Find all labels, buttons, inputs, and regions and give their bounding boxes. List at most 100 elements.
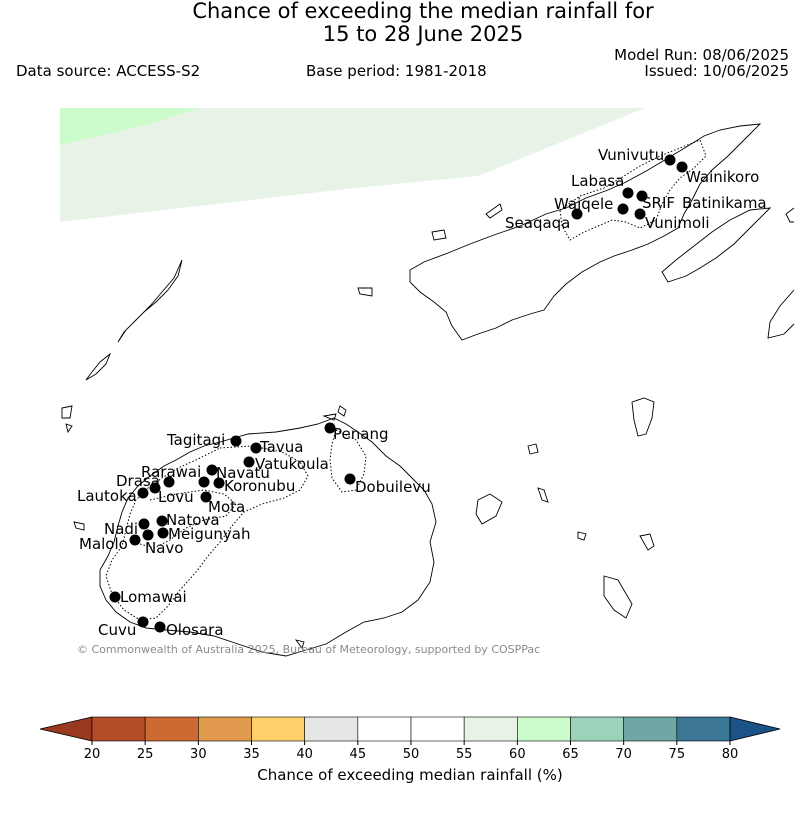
station-marker-vunivutu bbox=[664, 154, 676, 166]
station-marker-tagitagi bbox=[230, 435, 242, 447]
lakeba-islet bbox=[639, 533, 655, 551]
catchment-boundaries bbox=[105, 139, 707, 621]
moala-island bbox=[603, 575, 633, 619]
station-label-nadi: Nadi bbox=[104, 520, 138, 538]
station-marker-cuvu bbox=[137, 616, 149, 628]
probability-shading bbox=[60, 108, 645, 222]
model-run: Model Run: 08/06/2025 bbox=[614, 46, 789, 64]
station-marker-waiqele bbox=[617, 203, 629, 215]
colorbar-tick-label-55: 55 bbox=[456, 747, 473, 762]
colorbar-tick-label-45: 45 bbox=[350, 747, 367, 762]
mokogai-islet bbox=[322, 413, 337, 421]
station-marker-wainikoro bbox=[676, 161, 688, 173]
colorbar-bin-40-45 bbox=[304, 716, 359, 742]
colorbar-under-arrow bbox=[39, 716, 93, 742]
colorbar-tick-label-35: 35 bbox=[243, 747, 260, 762]
colorbar-tick-label-30: 30 bbox=[190, 747, 207, 762]
nairai-islet bbox=[537, 487, 549, 503]
station-label-wainikoro: Wainikoro bbox=[686, 168, 759, 186]
station-label-srif: SRIF bbox=[642, 194, 675, 212]
station-marker-navatu bbox=[198, 476, 210, 488]
colorbar-bin-70-75 bbox=[623, 716, 678, 742]
colorbar-bin-65-70 bbox=[570, 716, 624, 742]
station-label-batinikama: Batinikama bbox=[682, 194, 767, 212]
station-label-dobuilevu: Dobuilevu bbox=[355, 478, 431, 496]
colorbar-axis-label: Chance of exceeding median rainfall (%) bbox=[257, 766, 562, 784]
taveuni-coastline bbox=[661, 207, 772, 283]
batiki-islet bbox=[577, 531, 587, 541]
colorbar-bin-50-55 bbox=[410, 716, 465, 742]
northwest-islet bbox=[431, 229, 447, 241]
colorbar-tick-label-60: 60 bbox=[509, 747, 526, 762]
ovalau-islet bbox=[337, 405, 347, 417]
station-label-navo: Navo bbox=[145, 539, 183, 557]
colorbar-bin-35-40 bbox=[251, 716, 305, 742]
station-label-lautoka: Lautoka bbox=[77, 487, 137, 505]
station-marker-navo bbox=[142, 529, 154, 541]
colorbar-bin-20-25 bbox=[91, 716, 146, 742]
station-marker-dobuilevu bbox=[344, 473, 356, 485]
vanua-levu-coastline bbox=[409, 123, 762, 341]
colorbar-bin-75-80 bbox=[676, 716, 731, 742]
station-label-vunimoli: Vunimoli bbox=[645, 214, 710, 232]
station-marker-lovu bbox=[149, 482, 161, 494]
gau-island bbox=[475, 493, 503, 525]
viti-levu-coastline bbox=[99, 417, 437, 657]
station-label-lovu: Lovu bbox=[158, 488, 194, 506]
colorbar-tick-label-25: 25 bbox=[137, 747, 154, 762]
station-label-vunivutu: Vunivutu bbox=[598, 146, 664, 164]
mamanuca-islet-2 bbox=[65, 423, 73, 434]
yasawa-islands bbox=[117, 259, 183, 343]
station-label-mota: Mota bbox=[208, 498, 245, 516]
station-marker-meigunyah bbox=[157, 527, 169, 539]
station-label-meigunyah: Meigunyah bbox=[168, 525, 250, 543]
base-period: Base period: 1981-2018 bbox=[306, 62, 487, 80]
station-label-rarawai: Rarawai bbox=[141, 463, 201, 481]
station-label-cuvu: Cuvu bbox=[98, 621, 136, 639]
station-marker-seaqaqa bbox=[571, 208, 583, 220]
copyright-credit: © Commonwealth of Australia 2025, Bureau… bbox=[77, 643, 540, 656]
colorbar-tick-label-50: 50 bbox=[403, 747, 420, 762]
station-label-waiqele: Waiqele bbox=[554, 195, 613, 213]
station-marker-srif bbox=[636, 190, 648, 202]
colorbar-tick-label-75: 75 bbox=[669, 747, 686, 762]
station-marker-nadi bbox=[138, 518, 150, 530]
station-label-tagitagi: Tagitagi bbox=[166, 431, 225, 449]
station-label-malolo: Malolo bbox=[79, 535, 128, 553]
station-marker-penang bbox=[324, 422, 336, 434]
station-marker-lomawai bbox=[109, 591, 121, 603]
colorbar-bin-55-60 bbox=[463, 716, 518, 742]
station-marker-lautoka bbox=[137, 487, 149, 499]
yasawa-south-islet bbox=[85, 352, 112, 381]
colorbar-tick-label-70: 70 bbox=[615, 747, 632, 762]
shading-55-60 bbox=[60, 108, 645, 222]
station-marker-tavua bbox=[250, 442, 262, 454]
data-source: Data source: ACCESS-S2 bbox=[16, 62, 201, 80]
station-marker-mota bbox=[200, 491, 212, 503]
rewa-catchment bbox=[329, 429, 367, 493]
colorbar-bin-60-65 bbox=[517, 716, 571, 742]
station-label-vatukoula: Vatukoula bbox=[255, 455, 329, 473]
colorbar-tick-label-65: 65 bbox=[562, 747, 579, 762]
station-label-lomawai: Lomawai bbox=[120, 588, 187, 606]
station-label-drasa: Drasa bbox=[116, 472, 160, 490]
colorbar-bin-45-50 bbox=[357, 716, 412, 742]
title-line-1: Chance of exceeding the median rainfall … bbox=[192, 0, 654, 23]
colorbar-tick-label-80: 80 bbox=[722, 747, 739, 762]
colorbar-bin-30-35 bbox=[198, 716, 252, 742]
colorbar-bin-25-30 bbox=[144, 716, 199, 742]
colorbar: 20 25 30 35 40 45 50 55 60 65 70 75 80 Chance of exc… bbox=[39, 716, 781, 784]
map-title: Chance of exceeding the median rainfall … bbox=[0, 0, 804, 46]
western-subcatchments bbox=[139, 489, 237, 549]
station-marker-rarawai bbox=[206, 464, 218, 476]
northwest-islet-2 bbox=[485, 203, 503, 219]
station-label-labasa: Labasa bbox=[571, 172, 624, 190]
station-marker-malolo bbox=[129, 534, 141, 546]
koro-island bbox=[631, 397, 655, 437]
viti-levu-catchments bbox=[105, 445, 309, 621]
colorbar-tick-label-20: 20 bbox=[84, 747, 101, 762]
colorbar-over-arrow bbox=[729, 716, 781, 742]
colorbar-tick-label-40: 40 bbox=[296, 747, 313, 762]
station-label-tavua: Tavua bbox=[259, 438, 303, 456]
